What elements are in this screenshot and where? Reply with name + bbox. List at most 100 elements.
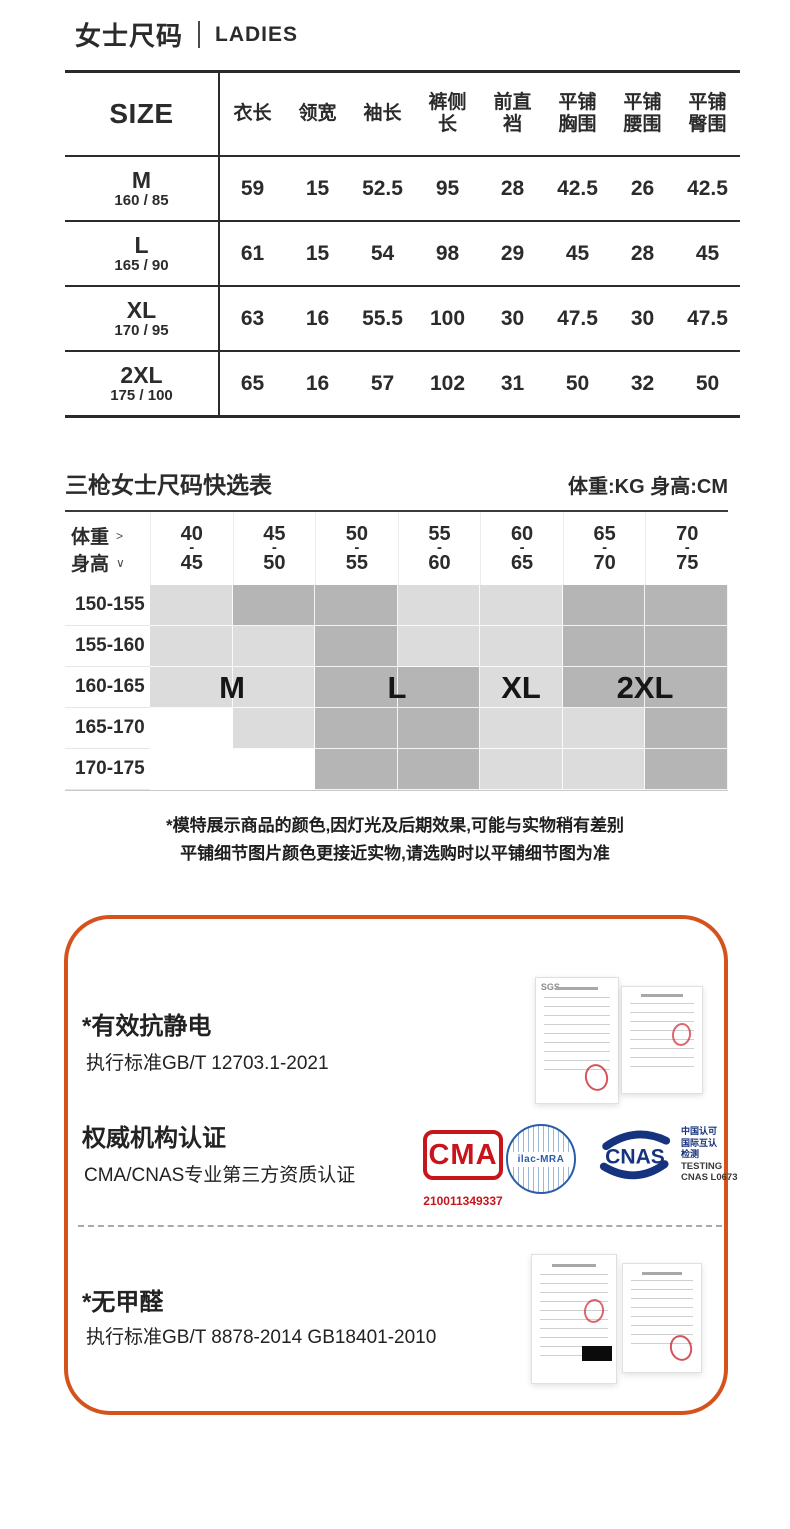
anti-static-heading: *有效抗静电 xyxy=(82,1013,212,1040)
size-spec: 170 / 95 xyxy=(114,321,169,339)
size-zone-cell xyxy=(232,667,316,708)
size-row-label: M 160 / 85 xyxy=(65,157,220,220)
redacted-block xyxy=(581,1345,612,1362)
size-zone-cell xyxy=(480,708,563,749)
size-zone-cell xyxy=(645,708,728,749)
authority-sub: CMA/CNAS专业第三方资质认证 xyxy=(84,1165,356,1186)
no-formaldehyde-standard: 执行标准GB/T 8878-2014 GB18401-2010 xyxy=(86,1327,437,1348)
certificate-image: SGS xyxy=(535,977,619,1104)
cnas-accreditation-text: 中国认可 国际互认 检测 TESTING CNAS L0673 xyxy=(681,1126,738,1183)
size-value: 28 xyxy=(630,241,655,265)
cma-certificate-number: 210011349337 xyxy=(423,1194,503,1208)
size-zone-cell xyxy=(562,749,646,790)
size-value: 102 xyxy=(429,371,466,395)
size-zone-cell xyxy=(150,585,233,626)
ilac-mra-label: ilac-MRA xyxy=(508,1152,574,1167)
size-zone-cell xyxy=(480,626,563,667)
weight-range-header: 60-65 xyxy=(480,512,563,585)
size-value: 98 xyxy=(435,241,460,265)
size-value: 54 xyxy=(370,241,395,265)
size-table-corner-label: SIZE xyxy=(65,73,220,155)
size-spec: 175 / 100 xyxy=(110,386,173,404)
size-zone-cell xyxy=(397,667,481,708)
size-value: 47.5 xyxy=(557,306,598,330)
size-value: 63 xyxy=(240,306,265,330)
size-zone-cell xyxy=(397,585,481,626)
quick-table-units: 体重:KG 身高:CM xyxy=(568,476,728,498)
height-range-label: 155-160 xyxy=(65,626,150,667)
size-zone-cell xyxy=(315,708,398,749)
disclaimer-line-2: 平铺细节图片颜色更接近实物,请选购时以平铺细节图为准 xyxy=(180,844,610,863)
size-name: 2XL xyxy=(120,361,163,388)
weight-range-header: 50-55 xyxy=(315,512,398,585)
size-zone-cell xyxy=(562,708,646,749)
page-header: 女士尺码 LADIES xyxy=(75,16,298,53)
ilac-mra-logo: ilac-MRA xyxy=(506,1124,576,1194)
certificate-image xyxy=(622,1263,702,1373)
size-zone-cell xyxy=(562,667,646,708)
weight-axis-label: 体重 > xyxy=(71,527,124,548)
size-column-header: 袖长 xyxy=(363,102,402,124)
cnas-logo: CNAS xyxy=(599,1130,671,1180)
size-zone-cell xyxy=(397,708,481,749)
size-value: 42.5 xyxy=(687,176,728,200)
size-column-header: 前直裆 xyxy=(493,91,532,135)
size-zone-cell xyxy=(397,626,481,667)
quick-table-corner: 体重 > 身高 ∨ xyxy=(65,512,150,585)
height-axis-label: 身高 ∨ xyxy=(71,554,125,575)
size-row-label: XL 170 / 95 xyxy=(65,287,220,350)
size-zone-cell xyxy=(150,749,233,790)
size-zone-cell xyxy=(480,667,563,708)
size-row-label: 2XL 175 / 100 xyxy=(65,352,220,415)
size-spec: 160 / 85 xyxy=(114,191,169,209)
size-table-row: XL 170 / 95 63 16 55.5 100 30 47.5 30 47.5 xyxy=(65,287,740,352)
size-value: 15 xyxy=(305,241,330,265)
size-zone-cell xyxy=(150,708,233,749)
quick-size-label: L xyxy=(387,670,407,705)
size-value: 45 xyxy=(565,241,590,265)
size-zone-cell xyxy=(232,585,316,626)
dashed-divider xyxy=(78,1225,722,1227)
size-value: 100 xyxy=(429,306,466,330)
height-range-label: 170-175 xyxy=(65,749,150,790)
size-zone-cell xyxy=(562,585,646,626)
size-name: M xyxy=(131,166,152,193)
no-formaldehyde-heading: *无甲醛 xyxy=(82,1289,164,1316)
size-zone-cell xyxy=(315,585,398,626)
quick-select-table: 体重 > 身高 ∨ 40-45 45-50 50-55 55-60 60-65 65-70… xyxy=(65,510,728,791)
disclaimer: *模特展示商品的颜色,因灯光及后期效果,可能与实物稍有差别 平铺细节图片颜色更接… xyxy=(0,812,790,868)
authority-heading: 权威机构认证 xyxy=(82,1125,226,1152)
size-column-header: 平铺 腰围 xyxy=(623,91,662,135)
size-value: 15 xyxy=(305,176,330,200)
size-column-header: 裤侧长 xyxy=(428,91,467,135)
certification-box xyxy=(64,915,728,1415)
size-name: L xyxy=(134,231,149,258)
size-value: 16 xyxy=(305,371,330,395)
size-zone-cell xyxy=(480,749,563,790)
size-value: 59 xyxy=(240,176,265,200)
weight-range-header: 55-60 xyxy=(397,512,481,585)
size-zone-cell xyxy=(315,626,398,667)
size-value: 50 xyxy=(565,371,590,395)
size-zone-cell xyxy=(562,626,646,667)
size-value: 61 xyxy=(240,241,265,265)
weight-range-header: 45-50 xyxy=(232,512,316,585)
size-value: 55.5 xyxy=(362,306,403,330)
quick-table-title: 三枪女士尺码快选表 xyxy=(65,472,272,498)
size-value: 65 xyxy=(240,371,265,395)
weight-arrow-icon: > xyxy=(116,528,124,543)
size-value: 32 xyxy=(630,371,655,395)
size-zone-cell xyxy=(397,749,481,790)
size-zone-cell xyxy=(645,626,728,667)
size-value: 31 xyxy=(500,371,525,395)
size-zone-cell xyxy=(645,667,728,708)
cnas-logo-text: CNAS xyxy=(605,1145,665,1168)
size-value: 16 xyxy=(305,306,330,330)
size-table: SIZE 衣长 领宽 袖长 裤侧长前直裆平铺 胸围 平铺 腰围 平铺 臀围 M 160 / 85 5… xyxy=(65,70,740,418)
size-value: 95 xyxy=(435,176,460,200)
size-value: 30 xyxy=(500,306,525,330)
header-divider xyxy=(198,21,201,48)
size-zone-cell xyxy=(480,585,563,626)
quick-table-titlebar: 三枪女士尺码快选表 体重:KG 身高:CM xyxy=(65,466,728,500)
height-range-label: 160-165 xyxy=(65,667,150,708)
